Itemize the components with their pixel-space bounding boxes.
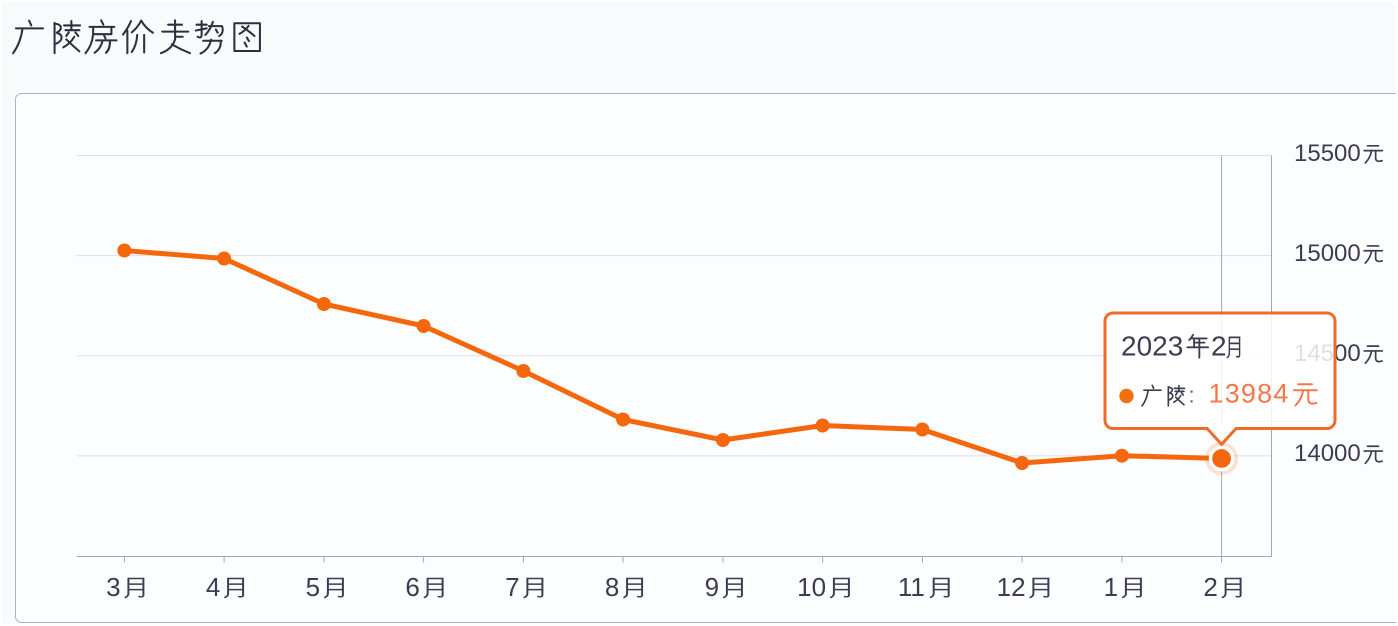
svg-text:12: 12 — [997, 572, 1026, 602]
svg-text:1: 1 — [1104, 572, 1118, 602]
svg-text:7: 7 — [505, 572, 519, 602]
svg-text:13984: 13984 — [1209, 379, 1290, 409]
svg-text:2023: 2023 — [1121, 331, 1183, 362]
svg-text:9: 9 — [705, 572, 719, 602]
svg-text::: : — [1189, 383, 1195, 408]
svg-text:6: 6 — [405, 572, 419, 602]
svg-text:10: 10 — [797, 572, 826, 602]
svg-text:14000: 14000 — [1294, 440, 1361, 467]
svg-text:15000: 15000 — [1294, 240, 1361, 267]
svg-text:3: 3 — [106, 572, 120, 602]
svg-text:15500: 15500 — [1294, 140, 1361, 167]
svg-text:11: 11 — [898, 572, 925, 602]
svg-text:4: 4 — [206, 572, 220, 602]
svg-text:5: 5 — [306, 572, 320, 602]
svg-text:8: 8 — [605, 572, 619, 602]
svg-text:2: 2 — [1211, 331, 1227, 362]
svg-text:2: 2 — [1203, 572, 1217, 602]
